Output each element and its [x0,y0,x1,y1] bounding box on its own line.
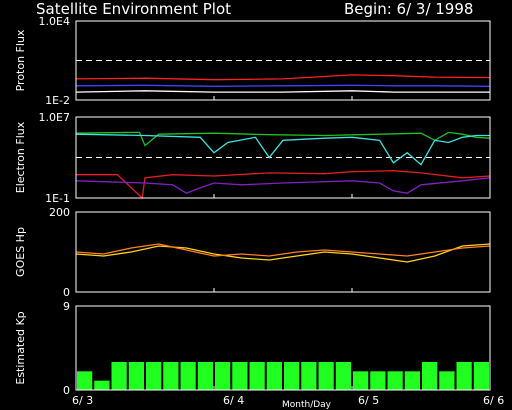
plot-title: Satellite Environment Plot [36,0,231,18]
x-tick-label: 6/ 5 [358,394,379,407]
goes-hp-series-line [75,243,491,263]
goes-hp-y-tick-bottom: 0 [63,286,70,299]
electron-flux-y-tick-top: 1.0E7 [39,111,70,124]
electron-flux-frame [75,116,491,199]
estimated-kp-panel: Estimated Kp 9 0 [14,300,491,397]
proton-flux-y-tick-bottom: 1E-2 [45,94,70,107]
estimated-kp-bar [301,362,317,390]
x-tick-label: 6/ 6 [483,394,504,407]
estimated-kp-bar [180,362,196,390]
proton-flux-series-line [75,74,491,81]
estimated-kp-y-tick-top: 9 [63,300,70,313]
proton-flux-y-axis-label: Proton Flux [14,29,27,91]
goes-hp-frame [75,211,491,293]
x-tick-label: 6/ 3 [72,394,93,407]
x-tick-label: 6/ 4 [223,394,244,407]
estimated-kp-bar [266,362,282,390]
goes-hp-y-tick-top: 200 [49,206,70,219]
estimated-kp-bar [353,371,369,390]
estimated-kp-bar [77,371,93,390]
electron-flux-panel: Electron Flux 1.0E7 1E-1 [14,111,491,205]
estimated-kp-bar [111,362,127,390]
estimated-kp-bar [404,371,420,390]
estimated-kp-bar [163,362,179,390]
estimated-kp-bar [249,362,265,390]
electron-flux-series-line [75,131,491,147]
estimated-kp-bar [232,362,248,390]
panels: Proton Flux 1.0E4 1E-2 Electron Flux 1.0E7 1E… [14,15,491,397]
goes-hp-y-axis-label: GOES Hp [14,227,27,277]
proton-flux-panel: Proton Flux 1.0E4 1E-2 [14,15,491,107]
estimated-kp-bar [456,362,472,390]
goes-hp-series-line [75,243,491,257]
electron-flux-series-line [75,177,491,194]
proton-flux-frame [75,20,491,101]
estimated-kp-bar [335,362,351,390]
estimated-kp-bar [422,362,438,390]
estimated-kp-y-tick-bottom: 0 [63,384,70,397]
estimated-kp-bar [473,362,489,390]
begin-date: Begin: 6/ 3/ 1998 [344,0,473,18]
goes-hp-panel: GOES Hp 200 0 [14,206,491,299]
estimated-kp-bar [387,371,403,390]
estimated-kp-bar [215,362,231,390]
estimated-kp-bar [128,362,144,390]
x-axis-ticks: 6/ 3 6/ 4 6/ 5 6/ 6 [72,394,504,407]
estimated-kp-bar [370,371,386,390]
electron-flux-y-axis-label: Electron Flux [14,121,27,193]
electron-flux-y-tick-bottom: 1E-1 [45,192,70,205]
estimated-kp-bar [318,362,334,390]
estimated-kp-bar [439,371,455,390]
electron-flux-series-line [75,133,490,166]
proton-flux-series-line [75,90,490,93]
proton-flux-y-tick-top: 1.0E4 [39,15,70,28]
estimated-kp-frame [75,305,491,391]
estimated-kp-bar [197,362,213,390]
estimated-kp-y-axis-label: Estimated Kp [14,311,27,384]
proton-flux-series-line [75,84,491,87]
estimated-kp-bar [94,380,110,390]
estimated-kp-bar [146,362,162,390]
estimated-kp-bar [284,362,300,390]
x-axis-label: Month/Day [282,400,332,410]
